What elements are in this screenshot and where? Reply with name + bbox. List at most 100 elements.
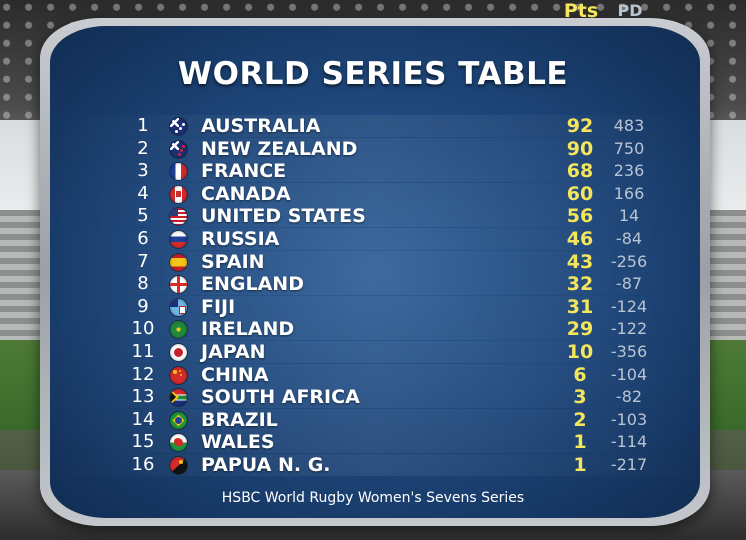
japan-flag-icon	[170, 344, 187, 361]
points-difference: -114	[610, 432, 648, 452]
canada-flag-icon	[170, 185, 187, 203]
rank: 10	[131, 318, 155, 340]
brazil-flag-icon	[170, 411, 187, 429]
row-stripe	[50, 273, 700, 296]
team-name: PAPUA N. G.	[201, 454, 331, 476]
papua-new-guinea-flag-icon	[170, 457, 187, 474]
points-difference: -217	[610, 455, 648, 474]
points: 46	[566, 228, 594, 250]
points-difference: -122	[610, 319, 648, 339]
rank: 7	[137, 250, 149, 272]
table-row: 10 IRELAND 29 -122	[0, 318, 746, 341]
points: 10	[566, 341, 594, 363]
table-row: 1 AUSTRALIA 92 483	[0, 115, 746, 138]
table-row: 5 UNITED STATES 56 14	[0, 205, 746, 228]
points-difference-column-header: PD	[617, 1, 643, 20]
row-stripe	[50, 137, 700, 160]
points-difference: -84	[615, 229, 643, 248]
points-difference: -356	[610, 342, 648, 361]
table-row: 11 JAPAN 10 -356	[0, 341, 746, 364]
row-stripe	[50, 295, 700, 318]
points-difference: -104	[610, 364, 648, 384]
team-name: IRELAND	[201, 318, 295, 341]
rank: 14	[131, 408, 155, 430]
scoreboard	[50, 26, 700, 518]
new-zealand-flag-icon	[170, 140, 187, 158]
points-difference: -103	[610, 409, 648, 429]
spain-flag-icon	[170, 253, 187, 271]
team-name: ENGLAND	[201, 273, 304, 296]
row-stripe	[50, 363, 700, 386]
points: 29	[566, 318, 594, 341]
points-difference: 14	[618, 206, 640, 226]
points: 32	[566, 273, 594, 296]
table-row: 12 CHINA 6 -104	[0, 364, 746, 387]
row-stripe	[50, 160, 700, 183]
table-row: 14 BRAZIL 2 -103	[0, 409, 746, 432]
rank: 13	[131, 386, 155, 408]
team-name: NEW ZEALAND	[201, 137, 358, 160]
points-difference: -256	[610, 251, 648, 271]
team-name: BRAZIL	[201, 408, 278, 431]
row-stripe	[50, 115, 700, 137]
team-name: FRANCE	[201, 160, 287, 183]
points: 1	[573, 454, 587, 476]
points-difference: 483	[613, 116, 645, 135]
rank: 3	[137, 160, 149, 182]
australia-flag-icon	[170, 118, 187, 135]
rank: 16	[131, 454, 155, 475]
points: 6	[573, 363, 587, 386]
points: 1	[573, 431, 587, 454]
table-row: 4 CANADA 60 166	[0, 183, 746, 206]
south-africa-flag-icon	[170, 389, 187, 407]
points-difference: 750	[613, 138, 645, 158]
team-name: CANADA	[201, 182, 291, 205]
rank: 2	[137, 137, 149, 159]
points-difference: 166	[613, 183, 645, 203]
team-name: UNITED STATES	[201, 205, 366, 228]
points: 56	[566, 205, 594, 228]
china-flag-icon	[170, 366, 187, 384]
ireland-flag-icon	[170, 321, 187, 339]
points: 3	[573, 386, 587, 409]
france-flag-icon	[170, 163, 187, 181]
table-row: 16 PAPUA N. G. 1 -217	[0, 454, 746, 477]
fiji-flag-icon	[170, 298, 187, 316]
row-stripe	[50, 386, 700, 409]
rank: 5	[137, 205, 149, 227]
table-row: 15 WALES 1 -114	[0, 431, 746, 454]
team-name: RUSSIA	[201, 228, 280, 250]
rank: 6	[137, 228, 149, 249]
points: 43	[566, 250, 594, 273]
team-name: AUSTRALIA	[201, 115, 321, 137]
wales-flag-icon	[170, 434, 187, 452]
team-name: CHINA	[201, 363, 269, 386]
row-stripe	[50, 431, 700, 454]
rank: 15	[131, 431, 155, 453]
table-row: 6 RUSSIA 46 -84	[0, 228, 746, 251]
table-row: 7 SPAIN 43 -256	[0, 251, 746, 274]
row-stripe	[50, 205, 700, 228]
team-name: FIJI	[201, 295, 236, 318]
points-difference: -87	[615, 274, 643, 294]
table-row: 13 SOUTH AFRICA 3 -82	[0, 386, 746, 409]
row-stripe	[50, 228, 700, 250]
row-stripe	[50, 454, 700, 476]
row-stripe	[50, 341, 700, 363]
points-difference: -124	[610, 296, 648, 316]
row-stripe	[50, 408, 700, 431]
points-difference: -82	[615, 387, 643, 407]
points: 2	[573, 408, 587, 431]
points-difference: 236	[613, 161, 645, 181]
team-name: SPAIN	[201, 250, 265, 273]
team-name: JAPAN	[201, 341, 266, 363]
table-title: WORLD SERIES TABLE	[177, 56, 569, 92]
points: 68	[566, 160, 594, 183]
rank: 9	[137, 295, 149, 317]
row-stripe	[50, 318, 700, 341]
united-states-flag-icon	[170, 208, 187, 226]
row-stripe	[50, 250, 700, 273]
points: 90	[566, 137, 594, 160]
points-column-header: Pts	[563, 0, 599, 22]
table-row: 8 ENGLAND 32 -87	[0, 273, 746, 296]
